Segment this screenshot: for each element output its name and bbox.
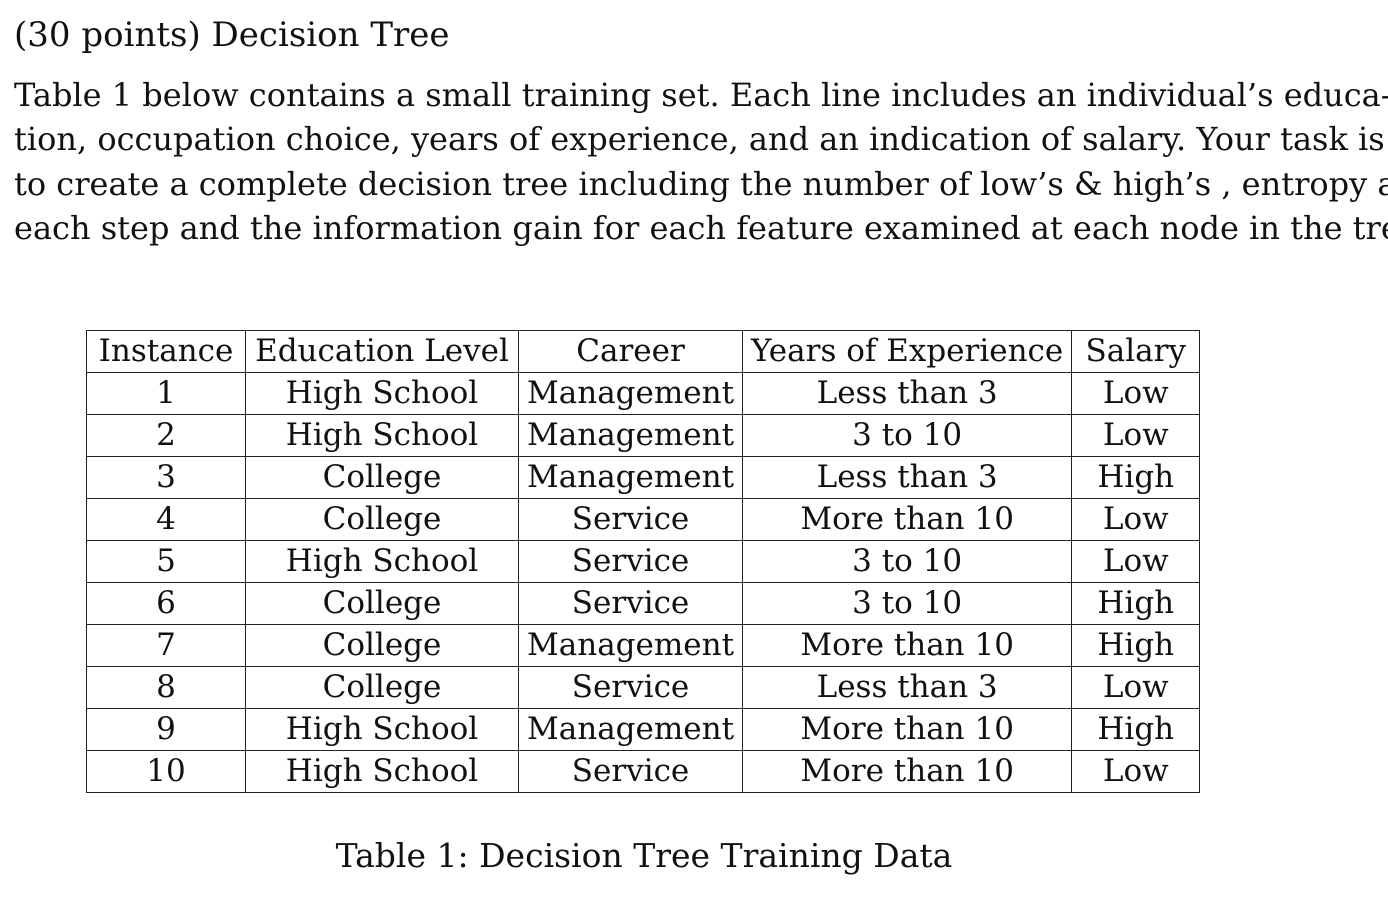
cell-instance: 10 [86,750,246,793]
table-row: 1 High School Management Less than 3 Low [86,372,1201,415]
cell-salary: Low [1071,750,1201,793]
paragraph-line-2: tion, occupation choice, years of experi… [14,120,1385,158]
table-row: 2 High School Management 3 to 10 Low [86,414,1201,457]
table-row: 10 High School Service More than 10 Low [86,750,1201,793]
cell-salary: Low [1071,414,1201,457]
cell-years-of-experience: Less than 3 [742,456,1073,499]
cell-career: Service [517,750,744,793]
cell-salary: Low [1071,666,1201,709]
cell-education-level: High School [245,750,519,793]
table-row: 3 College Management Less than 3 High [86,456,1201,499]
cell-salary: High [1071,708,1201,751]
cell-instance: 9 [86,708,246,751]
cell-education-level: High School [245,540,519,583]
cell-education-level: High School [245,372,519,415]
cell-career: Service [517,666,744,709]
cell-career: Management [517,708,744,751]
cell-years-of-experience: More than 10 [742,750,1073,793]
table-header: Instance Education Level Career Years of… [86,330,1201,373]
cell-education-level: High School [245,414,519,457]
cell-education-level: College [245,624,519,667]
cell-career: Management [517,624,744,667]
cell-career: Management [517,456,744,499]
header-salary: Salary [1071,330,1201,373]
table-row: 5 High School Service 3 to 10 Low [86,540,1201,583]
cell-years-of-experience: 3 to 10 [742,582,1073,625]
cell-education-level: College [245,498,519,541]
cell-education-level: College [245,456,519,499]
cell-education-level: College [245,666,519,709]
cell-career: Service [517,498,744,541]
cell-instance: 5 [86,540,246,583]
cell-instance: 7 [86,624,246,667]
cell-years-of-experience: Less than 3 [742,666,1073,709]
header-education-level: Education Level [245,330,519,373]
cell-instance: 1 [86,372,246,415]
problem-heading: (30 points) Decision Tree [14,15,450,55]
table-row: 7 College Management More than 10 High [86,624,1201,667]
cell-salary: High [1071,582,1201,625]
cell-salary: Low [1071,498,1201,541]
cell-years-of-experience: More than 10 [742,624,1073,667]
cell-instance: 2 [86,414,246,457]
cell-salary: High [1071,456,1201,499]
table-caption: Table 1: Decision Tree Training Data [335,836,953,875]
paragraph-line-1: Table 1 below contains a small training … [14,76,1388,114]
cell-career: Management [517,372,744,415]
cell-instance: 4 [86,498,246,541]
cell-career: Service [517,540,744,583]
header-instance: Instance [86,330,246,373]
header-row: Instance Education Level Career Years of… [86,330,1201,373]
cell-salary: High [1071,624,1201,667]
paragraph-line-3: to create a complete decision tree inclu… [14,165,1388,203]
cell-years-of-experience: 3 to 10 [742,414,1073,457]
cell-salary: Low [1071,540,1201,583]
table-row: 8 College Service Less than 3 Low [86,666,1201,709]
table-body: 1 High School Management Less than 3 Low… [86,372,1201,793]
header-years-of-experience: Years of Experience [742,330,1073,373]
cell-career: Service [517,582,744,625]
header-career: Career [517,330,744,373]
table-row: 9 High School Management More than 10 Hi… [86,708,1201,751]
training-data-table: Instance Education Level Career Years of… [86,330,1201,793]
cell-education-level: High School [245,708,519,751]
cell-instance: 8 [86,666,246,709]
cell-years-of-experience: Less than 3 [742,372,1073,415]
cell-years-of-experience: More than 10 [742,498,1073,541]
table-row: 6 College Service 3 to 10 High [86,582,1201,625]
paragraph-line-4: each step and the information gain for e… [14,209,1388,247]
cell-education-level: College [245,582,519,625]
cell-career: Management [517,414,744,457]
cell-salary: Low [1071,372,1201,415]
cell-instance: 3 [86,456,246,499]
cell-instance: 6 [86,582,246,625]
cell-years-of-experience: More than 10 [742,708,1073,751]
table-row: 4 College Service More than 10 Low [86,498,1201,541]
cell-years-of-experience: 3 to 10 [742,540,1073,583]
